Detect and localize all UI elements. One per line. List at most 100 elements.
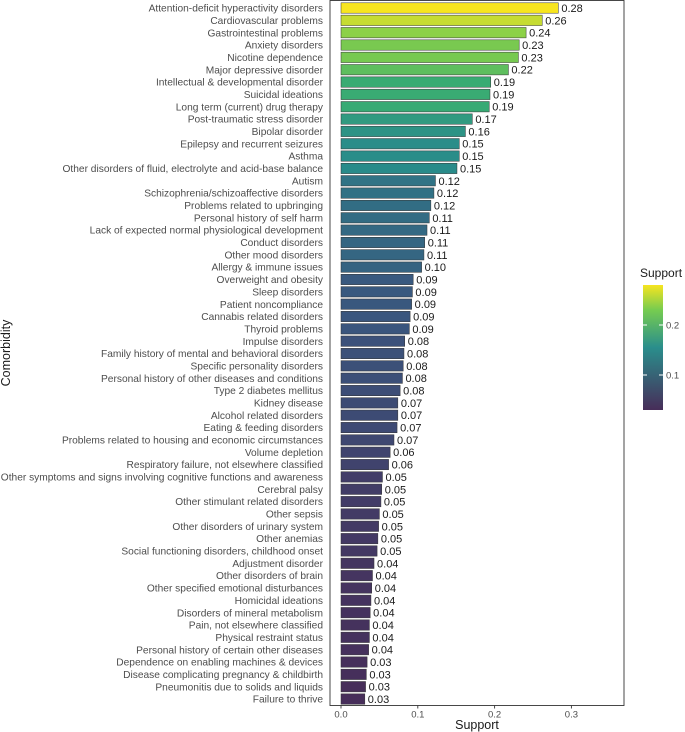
category-label: Gastrointestinal problems bbox=[207, 28, 323, 39]
category-label: Intellectual & developmental disorder bbox=[156, 78, 324, 89]
bar bbox=[340, 520, 379, 532]
bar bbox=[340, 570, 373, 582]
bar bbox=[340, 385, 401, 396]
bar bbox=[340, 175, 436, 187]
bar bbox=[340, 533, 379, 545]
x-axis: 0.0 0.1 0.2 0.3 bbox=[334, 705, 578, 721]
data-label: 0.08 bbox=[405, 373, 426, 385]
bar bbox=[340, 14, 543, 26]
bar bbox=[340, 125, 466, 137]
category-label: Lack of expected normal physiological de… bbox=[90, 226, 323, 237]
bar bbox=[340, 101, 490, 113]
data-label: 0.22 bbox=[511, 65, 532, 77]
legend-ticks: 0.2 0.1 bbox=[643, 321, 679, 382]
data-label: 0.04 bbox=[375, 583, 396, 595]
bar bbox=[340, 64, 509, 76]
bar bbox=[340, 557, 375, 569]
category-label: Problems related to housing and economic… bbox=[62, 436, 323, 447]
data-label: 0.04 bbox=[372, 632, 393, 644]
legend-tick-label: 0.1 bbox=[666, 371, 679, 382]
data-label: 0.23 bbox=[521, 52, 542, 64]
bar bbox=[340, 298, 412, 310]
category-label: Failure to thrive bbox=[253, 695, 324, 706]
data-label: 0.15 bbox=[462, 139, 483, 151]
category-label: Dependence on enabling machines & device… bbox=[116, 658, 323, 669]
data-label: 0.11 bbox=[430, 225, 451, 237]
data-label: 0.10 bbox=[425, 262, 446, 274]
data-label: 0.07 bbox=[397, 435, 418, 447]
data-label: 0.11 bbox=[427, 250, 448, 262]
category-label: Alcohol related disorders bbox=[211, 411, 323, 422]
data-label: 0.06 bbox=[393, 447, 414, 459]
bar bbox=[340, 76, 492, 88]
data-label: 0.09 bbox=[415, 287, 436, 299]
bar bbox=[340, 545, 378, 557]
category-label: Attention-deficit hyperactivity disorder… bbox=[149, 4, 323, 15]
bar bbox=[340, 2, 559, 14]
category-label: Physical restraint status bbox=[215, 633, 323, 644]
bar bbox=[340, 187, 435, 199]
x-tick-label: 0.0 bbox=[334, 710, 347, 721]
bar bbox=[340, 681, 366, 693]
bar bbox=[340, 446, 391, 458]
bar bbox=[340, 582, 372, 594]
data-label: 0.07 bbox=[401, 410, 422, 422]
bars bbox=[340, 2, 559, 705]
category-label: Suicidal ideations bbox=[244, 90, 323, 101]
bar bbox=[340, 138, 460, 150]
category-label: Cerebral palsy bbox=[257, 485, 324, 496]
category-label: Cannabis related disorders bbox=[201, 312, 323, 323]
bar bbox=[340, 459, 389, 471]
category-label: Nicotine dependence bbox=[227, 53, 323, 64]
category-label: Eating & feeding disorders bbox=[204, 423, 324, 434]
x-tick-label: 0.3 bbox=[565, 710, 578, 721]
category-label: Pneumonitis due to solids and liquids bbox=[155, 682, 323, 693]
data-label: 0.04 bbox=[373, 608, 394, 620]
bar bbox=[340, 286, 413, 298]
x-axis-title: Support bbox=[455, 718, 499, 732]
category-label: Post-traumatic stress disorder bbox=[188, 115, 324, 126]
category-label: Other stimulant related disorders bbox=[175, 497, 323, 508]
category-label: Anxiety disorders bbox=[245, 41, 323, 52]
data-label: 0.03 bbox=[370, 657, 391, 669]
data-label: 0.07 bbox=[400, 423, 421, 435]
data-label: 0.26 bbox=[545, 15, 566, 27]
data-label: 0.23 bbox=[522, 40, 543, 52]
bar bbox=[340, 249, 425, 261]
bar bbox=[340, 656, 368, 668]
category-label: Epilepsy and recurrent seizures bbox=[180, 139, 323, 150]
category-label: Type 2 diabetes mellitus bbox=[214, 386, 323, 397]
category-label: Overweight and obesity bbox=[217, 275, 324, 286]
data-label: 0.05 bbox=[384, 497, 405, 509]
bar bbox=[340, 607, 371, 619]
data-label: 0.15 bbox=[462, 151, 483, 163]
category-label: Other mood disorders bbox=[224, 250, 323, 261]
data-label: 0.05 bbox=[385, 484, 406, 496]
category-label: Bipolar disorder bbox=[252, 127, 324, 138]
data-label: 0.04 bbox=[372, 645, 393, 657]
bar bbox=[340, 422, 398, 434]
plot-panel-border bbox=[329, 0, 625, 706]
bar bbox=[340, 39, 520, 51]
category-label: Conduct disorders bbox=[240, 238, 323, 249]
bar bbox=[340, 631, 370, 643]
bar bbox=[340, 237, 425, 248]
bar bbox=[340, 619, 370, 631]
data-label: 0.09 bbox=[412, 324, 433, 336]
bar bbox=[340, 51, 519, 63]
data-label: 0.15 bbox=[460, 163, 481, 175]
category-label: Social functioning disorders, childhood … bbox=[121, 547, 323, 558]
data-label: 0.12 bbox=[438, 176, 459, 188]
bar bbox=[340, 311, 411, 322]
bar bbox=[340, 372, 403, 384]
data-label: 0.05 bbox=[382, 509, 403, 521]
category-label: Other symptoms and signs involving cogni… bbox=[1, 473, 323, 484]
x-tick-label: 0.1 bbox=[411, 710, 424, 721]
x-tick-label: 0.2 bbox=[488, 710, 501, 721]
category-label: Personal history of other diseases and c… bbox=[101, 374, 323, 385]
data-label: 0.05 bbox=[380, 546, 401, 558]
data-label: 0.05 bbox=[382, 521, 403, 533]
data-label: 0.04 bbox=[377, 558, 398, 570]
category-label: Pain, not elsewhere classified bbox=[189, 621, 324, 632]
